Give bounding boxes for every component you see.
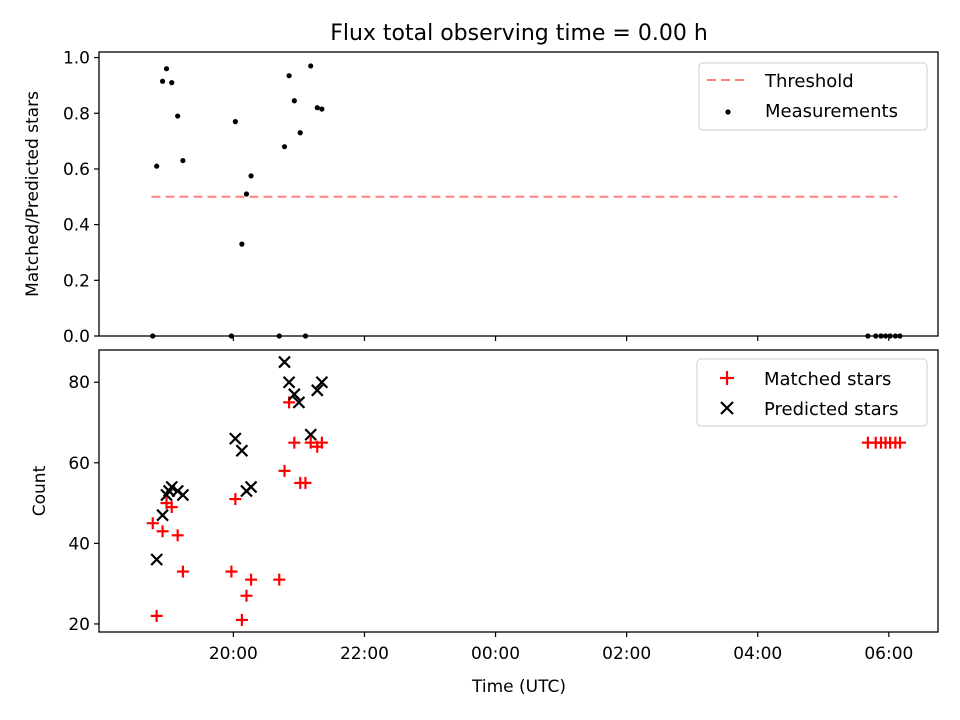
predicted-star-marker [176,488,190,502]
matched-star-marker [176,565,189,578]
top-x-ticks [232,336,890,341]
top-y-tick-label: 0.4 [63,216,90,236]
matched-star-marker [146,517,159,530]
measurement-point [163,66,170,72]
legend-matched-label: Matched stars [764,369,891,390]
measurement-point [154,163,160,169]
top-panel: 0.0 0.2 0.4 0.6 0.8 1.0 Matched/Predicted sta… [23,49,939,347]
x-tick-label: 06:00 [864,644,913,664]
measurement-point [159,78,166,84]
measurement-point [286,73,292,79]
x-tick-label: 02:00 [602,644,651,664]
bottom-y-axis-label: Count [30,465,50,516]
measurement-point [308,63,314,69]
matched-star-marker [165,501,178,514]
predicted-star-marker [315,375,329,389]
matched-star-marker [235,613,248,626]
top-y-tick-label: 1.0 [63,49,90,69]
predicted-star-marker [278,355,291,369]
top-y-tick-label: 0.6 [63,160,90,180]
matched-star-marker [278,464,291,477]
matched-star-marker [273,573,286,586]
matched-star-marker [288,436,301,449]
x-tick-label: 20:00 [209,644,258,664]
matched-star-marker [299,476,312,489]
bottom-y-ticks: 20 40 60 80 [68,373,99,635]
bottom-legend: Matched stars Predicted stars [696,358,928,427]
top-y-ticks: 0.0 0.2 0.4 0.6 0.8 1.0 [63,49,99,347]
legend-measurements-swatch [725,109,731,115]
measurement-point [169,80,175,86]
bottom-legend-box [696,358,928,427]
measurement-point [314,105,320,111]
bottom-y-tick-label: 80 [68,373,90,393]
predicted-star-marker [156,508,169,522]
predicted-star-marker [229,432,242,445]
matched-star-marker [304,436,317,449]
x-tick-label: 04:00 [733,644,782,664]
measurement-point [232,119,238,125]
x-tick-label: 00:00 [471,644,520,664]
chart-title: Flux total observing time = 0.00 h [330,21,708,46]
measurement-point [175,113,181,119]
matched-star-marker [225,565,238,578]
matched-star-marker [229,493,242,506]
matched-star-marker [893,436,906,449]
predicted-star-marker [165,480,179,494]
bottom-x-ticks: 20:00 22:00 00:00 02:00 04:00 06:00 [209,632,913,664]
x-tick-label: 22:00 [340,644,389,664]
matched-star-marker [156,525,169,538]
matched-star-marker [150,609,163,622]
measurement-point [239,241,245,247]
top-y-tick-label: 0.2 [63,271,90,291]
matched-star-marker [240,589,253,602]
predicted-star-marker [292,396,306,409]
x-axis-label: Time (UTC) [471,677,566,697]
legend-measurements-label: Measurements [765,101,898,122]
bottom-y-tick-label: 60 [68,454,90,474]
measurement-point [281,144,288,150]
top-y-axis-label: Matched/Predicted stars [23,91,43,297]
predicted-star-marker [288,388,301,401]
matched-star-marker [171,529,184,542]
predicted-stars-points [150,355,329,566]
matched-star-marker [315,436,328,449]
top-y-tick-label: 0.8 [63,104,90,124]
legend-threshold-label: Threshold [764,71,854,92]
legend-predicted-label: Predicted stars [764,399,898,420]
top-legend: Threshold Measurements [698,62,928,131]
measurement-point [248,173,254,179]
top-axes-frame [98,51,939,337]
top-y-tick-label: 0.0 [63,327,90,347]
bottom-axes-frame [98,349,939,633]
top-legend-box [698,62,928,131]
predicted-star-marker [310,384,324,397]
predicted-star-marker [235,444,249,457]
legend-matched-swatch [720,371,734,385]
predicted-star-marker [150,553,163,566]
legend-predicted-swatch [720,401,734,415]
predicted-star-marker [282,375,296,389]
matched-star-marker [245,573,258,586]
measurement-point [297,130,303,136]
measurement-point [291,98,297,104]
predicted-star-marker [244,480,258,494]
bottom-y-tick-label: 40 [68,534,90,554]
measurement-point [180,157,186,164]
measurement-point [243,191,250,197]
measurement-point [319,106,325,112]
predicted-star-marker [304,428,317,441]
matched-stars-points [146,396,906,626]
bottom-y-tick-label: 20 [68,615,90,635]
